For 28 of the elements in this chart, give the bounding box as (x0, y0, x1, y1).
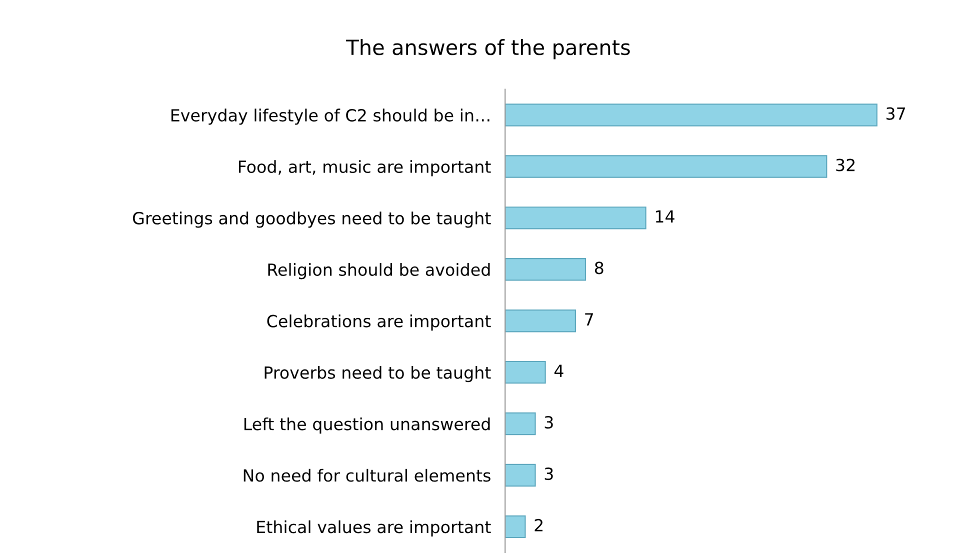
y-tick-label: Ethical values are important (257, 520, 491, 536)
bar (505, 412, 536, 436)
data-label: 14 (656, 210, 674, 223)
bar (505, 258, 586, 281)
bar (505, 155, 828, 178)
data-label: 4 (554, 364, 564, 377)
data-label: 32 (836, 158, 855, 172)
y-tick-label: Left the question unanswered (244, 417, 490, 434)
y-tick-label: Religion should be avoided (268, 263, 490, 280)
bar (505, 515, 526, 538)
y-tick-label: Everyday lifestyle of C2 should be in… (171, 108, 490, 125)
bar (505, 309, 576, 332)
data-label: 37 (886, 107, 906, 120)
data-label: 2 (534, 518, 542, 532)
data-label: 3 (544, 416, 553, 429)
y-tick-label: No need for cultural elements (244, 468, 490, 482)
data-label: 8 (594, 262, 604, 274)
data-label: 3 (544, 467, 553, 480)
y-tick-label: Proverbs need to be taught (264, 366, 491, 382)
bar (505, 206, 646, 230)
bar (505, 464, 536, 487)
y-tick-label: Food, art, music are important (238, 160, 491, 176)
y-tick-label: Greetings and goodbyes need to be taught (132, 212, 491, 228)
bar (505, 104, 878, 126)
bar (505, 360, 546, 384)
chart-title: The answers of the parents (346, 39, 630, 60)
y-tick-label: Celebrations are important (267, 314, 491, 331)
data-label: 7 (585, 313, 593, 326)
